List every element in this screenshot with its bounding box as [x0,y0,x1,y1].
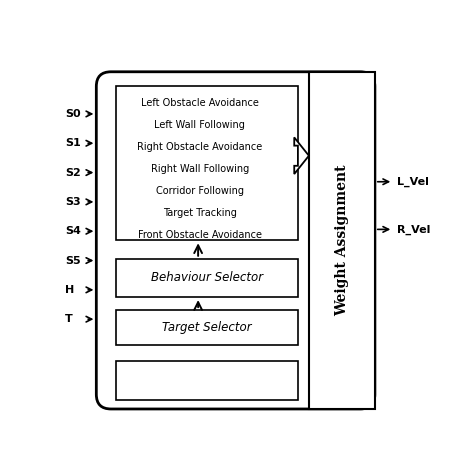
Text: S5: S5 [65,256,81,266]
Text: S1: S1 [65,138,81,148]
Text: Target Selector: Target Selector [163,321,252,334]
Bar [309,72,375,409]
Text: Behaviour Selector: Behaviour Selector [151,271,263,285]
Text: Front Obstacle Avoidance: Front Obstacle Avoidance [138,230,262,240]
Text: Left Wall Following: Left Wall Following [155,120,246,130]
Text: R_Vel: R_Vel [397,224,430,235]
Text: S0: S0 [65,109,81,119]
Text: T: T [65,314,73,324]
Polygon shape [294,138,309,174]
Text: Right Wall Following: Right Wall Following [151,164,249,174]
Text: H: H [65,285,74,295]
Bar [117,310,298,345]
Bar [117,87,298,240]
Text: Target Tracking: Target Tracking [163,208,237,218]
Text: S3: S3 [65,197,81,207]
Text: S2: S2 [65,168,81,178]
FancyBboxPatch shape [96,72,375,409]
Bar [117,361,298,400]
Text: Left Obstacle Avoidance: Left Obstacle Avoidance [141,98,259,108]
Text: L_Vel: L_Vel [397,177,429,187]
Text: S4: S4 [65,226,81,236]
Text: Weight Assignment: Weight Assignment [335,165,349,316]
Bar [117,259,298,297]
Text: Corridor Following: Corridor Following [156,186,244,196]
Text: Right Obstacle Avoidance: Right Obstacle Avoidance [137,142,263,152]
